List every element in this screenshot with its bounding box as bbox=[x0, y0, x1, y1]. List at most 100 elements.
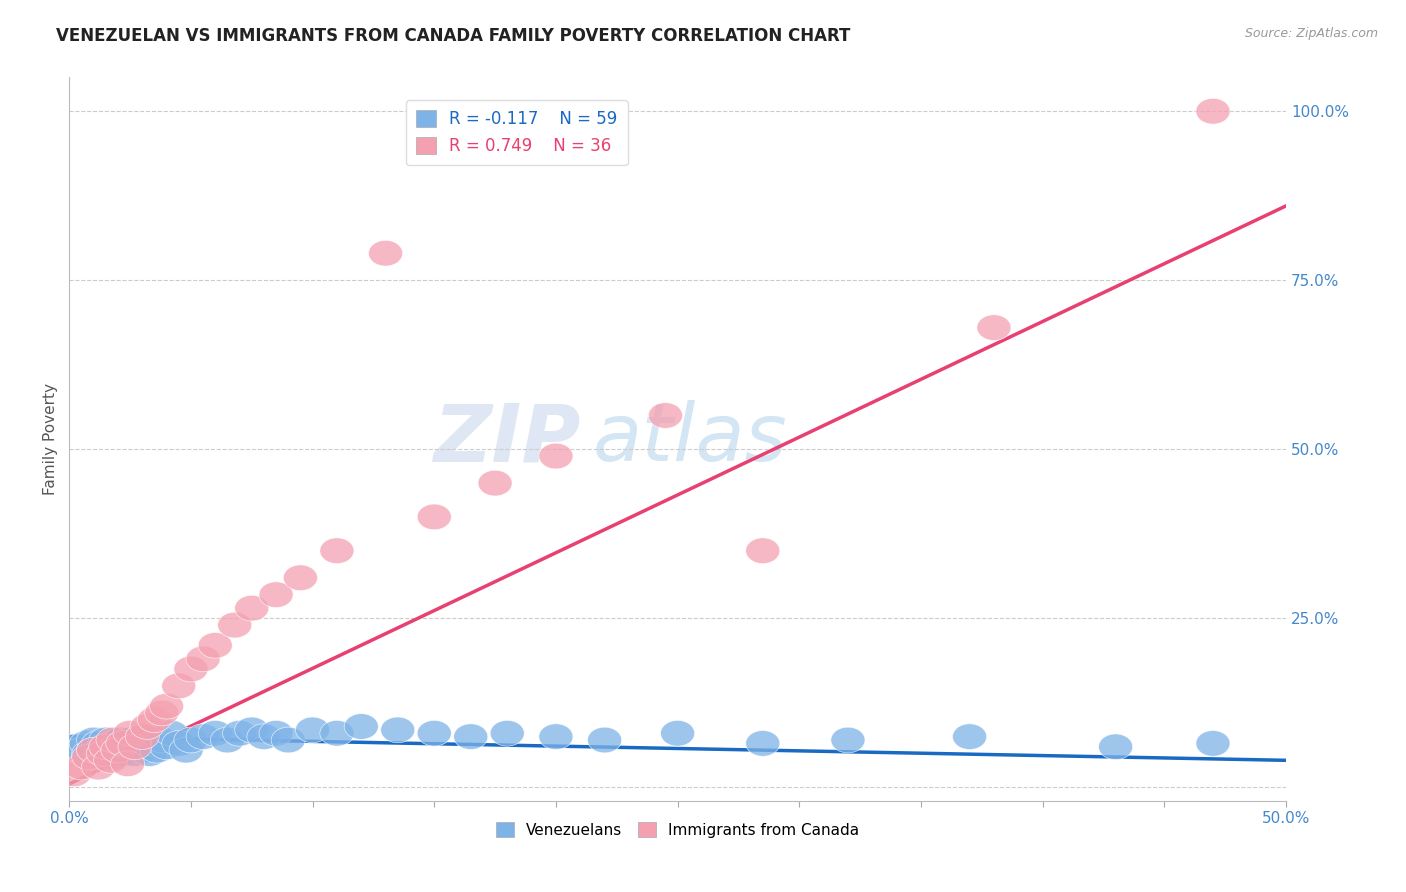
Ellipse shape bbox=[1197, 98, 1230, 124]
Ellipse shape bbox=[125, 738, 159, 763]
Ellipse shape bbox=[89, 738, 122, 763]
Ellipse shape bbox=[131, 714, 165, 739]
Ellipse shape bbox=[118, 740, 152, 766]
Ellipse shape bbox=[111, 738, 145, 763]
Ellipse shape bbox=[174, 727, 208, 753]
Ellipse shape bbox=[211, 727, 245, 753]
Ellipse shape bbox=[82, 731, 115, 756]
Ellipse shape bbox=[155, 721, 188, 746]
Ellipse shape bbox=[661, 721, 695, 746]
Ellipse shape bbox=[69, 731, 103, 756]
Ellipse shape bbox=[588, 727, 621, 753]
Ellipse shape bbox=[418, 504, 451, 530]
Ellipse shape bbox=[118, 734, 152, 760]
Ellipse shape bbox=[112, 727, 148, 753]
Ellipse shape bbox=[259, 582, 292, 607]
Ellipse shape bbox=[186, 646, 221, 672]
Ellipse shape bbox=[86, 740, 121, 766]
Ellipse shape bbox=[953, 723, 987, 749]
Ellipse shape bbox=[149, 734, 184, 760]
Ellipse shape bbox=[145, 700, 179, 726]
Ellipse shape bbox=[1098, 734, 1133, 760]
Ellipse shape bbox=[648, 402, 682, 428]
Ellipse shape bbox=[284, 565, 318, 591]
Ellipse shape bbox=[96, 744, 131, 770]
Ellipse shape bbox=[235, 595, 269, 621]
Ellipse shape bbox=[321, 538, 354, 564]
Ellipse shape bbox=[138, 706, 172, 732]
Ellipse shape bbox=[132, 740, 166, 766]
Ellipse shape bbox=[538, 723, 574, 749]
Ellipse shape bbox=[96, 727, 131, 753]
Ellipse shape bbox=[101, 734, 135, 760]
Ellipse shape bbox=[108, 731, 142, 756]
Ellipse shape bbox=[76, 727, 111, 753]
Ellipse shape bbox=[381, 717, 415, 743]
Text: ZIP: ZIP bbox=[433, 401, 581, 478]
Ellipse shape bbox=[478, 470, 512, 496]
Legend: Venezuelans, Immigrants from Canada: Venezuelans, Immigrants from Canada bbox=[489, 815, 866, 844]
Ellipse shape bbox=[131, 734, 165, 760]
Ellipse shape bbox=[65, 738, 98, 763]
Ellipse shape bbox=[235, 717, 269, 743]
Ellipse shape bbox=[82, 755, 115, 780]
Ellipse shape bbox=[145, 727, 179, 753]
Ellipse shape bbox=[321, 721, 354, 746]
Ellipse shape bbox=[169, 738, 202, 763]
Ellipse shape bbox=[91, 740, 125, 766]
Ellipse shape bbox=[186, 723, 221, 749]
Ellipse shape bbox=[198, 721, 232, 746]
Ellipse shape bbox=[259, 721, 292, 746]
Ellipse shape bbox=[89, 727, 122, 753]
Ellipse shape bbox=[538, 443, 574, 469]
Ellipse shape bbox=[76, 738, 111, 763]
Ellipse shape bbox=[101, 738, 135, 763]
Ellipse shape bbox=[105, 740, 139, 766]
Ellipse shape bbox=[89, 734, 122, 760]
Ellipse shape bbox=[222, 721, 257, 746]
Ellipse shape bbox=[454, 723, 488, 749]
Ellipse shape bbox=[162, 673, 195, 698]
Ellipse shape bbox=[111, 751, 145, 777]
Ellipse shape bbox=[84, 744, 118, 770]
Ellipse shape bbox=[138, 731, 172, 756]
Ellipse shape bbox=[103, 727, 138, 753]
Ellipse shape bbox=[344, 714, 378, 739]
Ellipse shape bbox=[368, 240, 402, 266]
Ellipse shape bbox=[86, 734, 121, 760]
Ellipse shape bbox=[94, 747, 128, 773]
Ellipse shape bbox=[72, 744, 105, 770]
Ellipse shape bbox=[58, 734, 91, 760]
Ellipse shape bbox=[76, 738, 111, 763]
Ellipse shape bbox=[247, 723, 281, 749]
Ellipse shape bbox=[977, 315, 1011, 341]
Y-axis label: Family Poverty: Family Poverty bbox=[44, 384, 58, 495]
Ellipse shape bbox=[96, 731, 131, 756]
Text: Source: ZipAtlas.com: Source: ZipAtlas.com bbox=[1244, 27, 1378, 40]
Text: VENEZUELAN VS IMMIGRANTS FROM CANADA FAMILY POVERTY CORRELATION CHART: VENEZUELAN VS IMMIGRANTS FROM CANADA FAM… bbox=[56, 27, 851, 45]
Ellipse shape bbox=[72, 740, 105, 766]
Ellipse shape bbox=[125, 723, 159, 749]
Ellipse shape bbox=[121, 731, 155, 756]
Ellipse shape bbox=[125, 723, 159, 749]
Ellipse shape bbox=[1197, 731, 1230, 756]
Ellipse shape bbox=[112, 721, 148, 746]
Ellipse shape bbox=[218, 612, 252, 638]
Ellipse shape bbox=[174, 657, 208, 681]
Ellipse shape bbox=[105, 731, 139, 756]
Ellipse shape bbox=[198, 632, 232, 658]
Ellipse shape bbox=[58, 761, 91, 787]
Ellipse shape bbox=[491, 721, 524, 746]
Ellipse shape bbox=[745, 538, 780, 564]
Ellipse shape bbox=[418, 721, 451, 746]
Ellipse shape bbox=[295, 717, 329, 743]
Ellipse shape bbox=[139, 738, 174, 763]
Ellipse shape bbox=[162, 731, 195, 756]
Ellipse shape bbox=[65, 755, 98, 780]
Ellipse shape bbox=[112, 734, 148, 760]
Ellipse shape bbox=[831, 727, 865, 753]
Ellipse shape bbox=[271, 727, 305, 753]
Text: atlas: atlas bbox=[592, 401, 787, 478]
Ellipse shape bbox=[101, 738, 135, 763]
Ellipse shape bbox=[149, 693, 184, 719]
